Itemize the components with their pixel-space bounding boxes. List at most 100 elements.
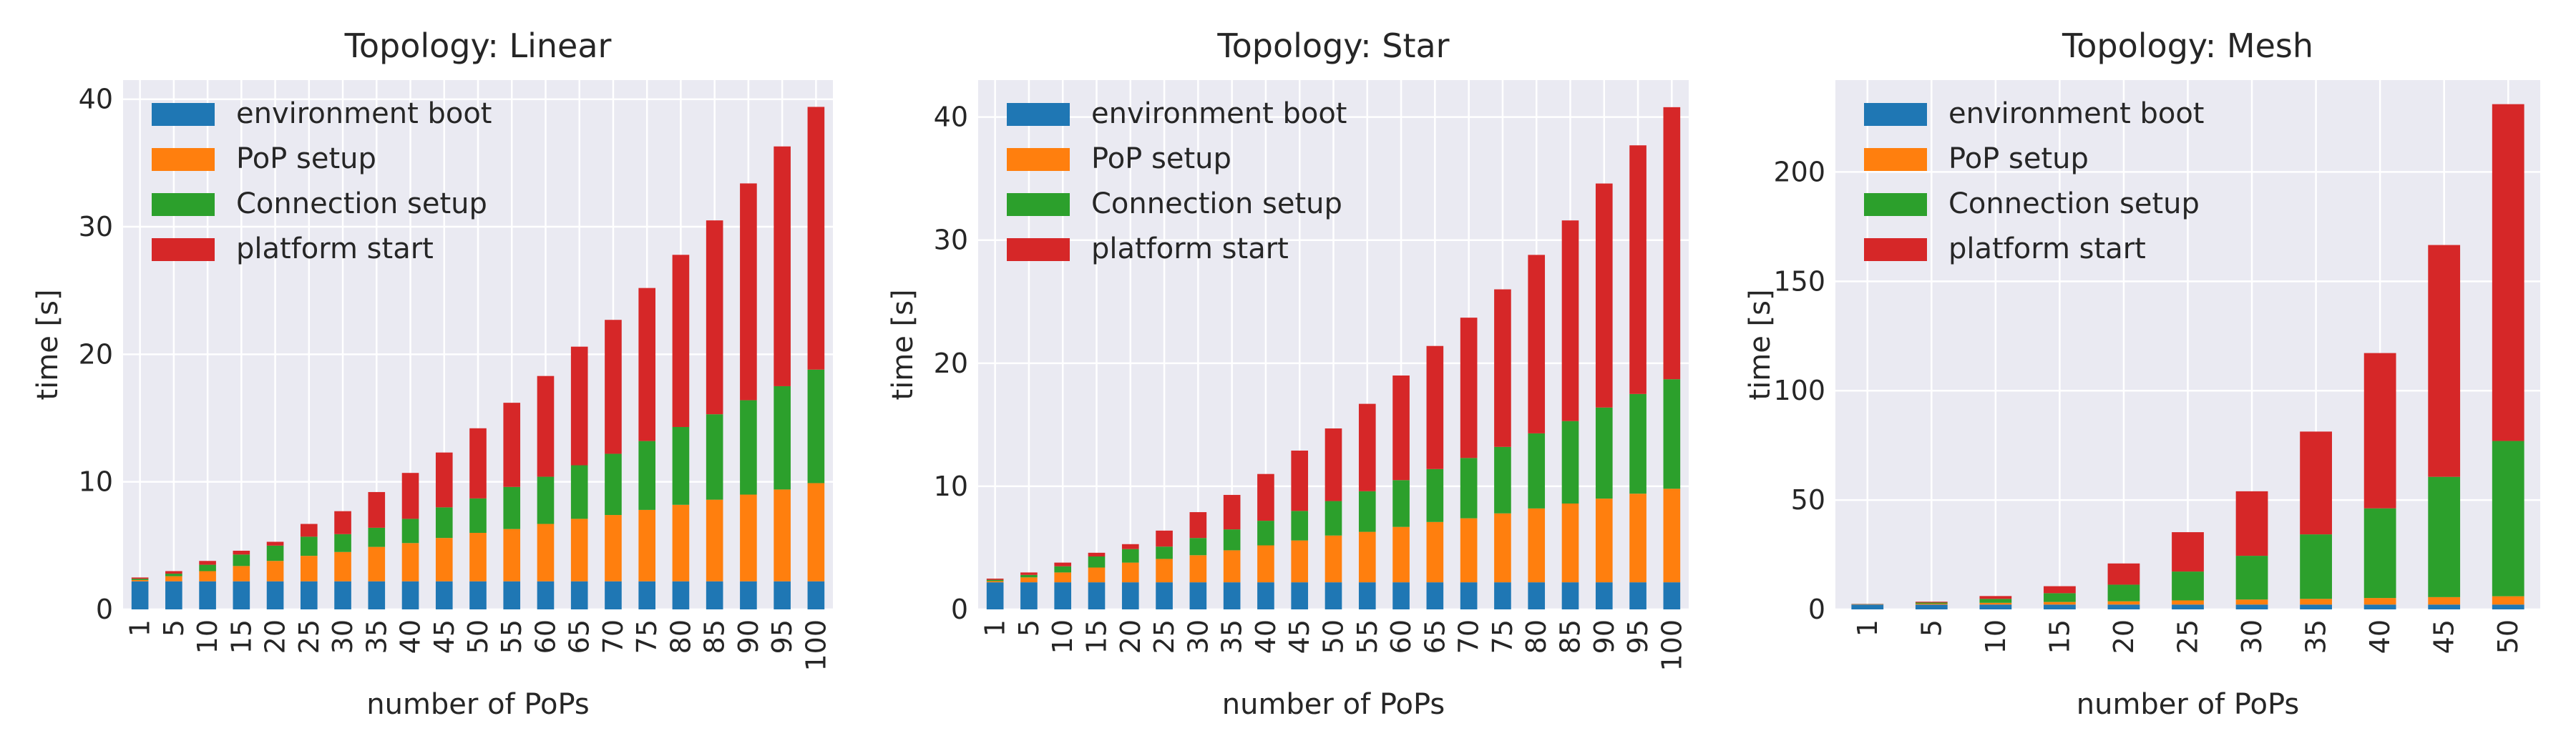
bar-segment (1223, 582, 1241, 609)
legend-swatch (1007, 238, 1070, 261)
bar-segment (1494, 582, 1511, 609)
bar-segment (131, 581, 149, 609)
bar-segment (706, 220, 723, 415)
x-tick-label: 40 (395, 619, 426, 654)
bar-segment (1121, 562, 1139, 583)
bar-segment (199, 581, 216, 609)
y-tick-label: 50 (1791, 484, 1825, 516)
bar-segment (1528, 433, 1546, 509)
x-axis-label: number of PoPs (1222, 688, 1445, 721)
x-tick-label: 1 (980, 619, 1011, 637)
bar-segment (1223, 494, 1241, 530)
x-tick-label: 40 (2364, 619, 2396, 654)
bar-segment (1460, 518, 1478, 583)
bar-segment (986, 582, 1004, 609)
x-axis-label: number of PoPs (2077, 688, 2300, 721)
x-tick-label: 25 (2172, 619, 2204, 654)
y-tick-label: 200 (1773, 156, 1825, 187)
bar-segment (503, 486, 521, 529)
legend-label: platform start (236, 232, 434, 265)
bar-segment (1460, 318, 1478, 458)
bar-segment (1324, 428, 1342, 501)
x-tick-label: 50 (2492, 619, 2524, 654)
bar-segment (1121, 549, 1139, 563)
bar-segment (2235, 491, 2268, 556)
bar-segment (1663, 379, 1681, 489)
bar-segment (1561, 220, 1579, 421)
bar-segment (986, 581, 1004, 583)
bar-segment (807, 369, 825, 484)
legend-swatch (1007, 193, 1070, 216)
bar-segment (368, 527, 386, 547)
bar-segment (266, 581, 284, 609)
bar-segment (2492, 604, 2524, 609)
bar-segment (199, 571, 216, 581)
bar-segment (2363, 604, 2396, 609)
bar-segment (1189, 555, 1207, 583)
bar-segment (301, 524, 318, 537)
bar-segment (1121, 544, 1139, 549)
bar-segment (165, 571, 182, 574)
x-tick-label: 10 (1047, 619, 1078, 654)
bar-segment (1392, 582, 1410, 609)
bar-segment (1291, 540, 1309, 583)
bar-segment (1528, 582, 1546, 609)
x-tick-label: 25 (293, 619, 325, 654)
bar-segment (605, 581, 622, 609)
legend-label: Connection setup (236, 187, 487, 220)
bar-segment (2300, 599, 2332, 605)
legend-label: platform start (1948, 232, 2146, 265)
legend-swatch (1007, 148, 1070, 171)
legend-swatch (1864, 148, 1927, 171)
legend-swatch (1864, 238, 1927, 261)
bar-segment (1020, 572, 1038, 575)
bar-segment (1528, 255, 1546, 433)
bar-segment (199, 561, 216, 565)
bar-segment (2235, 599, 2268, 605)
bar-segment (1189, 538, 1207, 556)
x-tick-label: 90 (733, 619, 764, 654)
bar-segment (131, 577, 149, 579)
legend-label: environment boot (1948, 97, 2204, 130)
bar-segment (2428, 597, 2461, 605)
bar-segment (334, 534, 351, 552)
x-tick-label: 75 (1487, 619, 1518, 654)
bar-segment (1088, 556, 1106, 568)
x-tick-label: 100 (1656, 619, 1687, 672)
bar-segment (1979, 602, 2012, 605)
bar-segment (537, 524, 555, 581)
bar-segment (1426, 521, 1444, 583)
bar-segment (2300, 431, 2332, 535)
bar-segment (503, 529, 521, 581)
bar-segment (570, 346, 588, 466)
bar-segment (1358, 491, 1376, 532)
bar-segment (1189, 512, 1207, 539)
bar-segment (2428, 604, 2461, 609)
y-axis-label: time [s] (887, 289, 919, 400)
bar-segment (301, 556, 318, 581)
bar-segment (1460, 458, 1478, 519)
x-tick-label: 5 (1013, 619, 1045, 637)
x-tick-label: 45 (2429, 619, 2460, 654)
x-tick-label: 95 (1622, 619, 1654, 654)
legend-swatch (1007, 103, 1070, 126)
bar-segment (165, 576, 182, 581)
x-tick-label: 65 (1419, 619, 1450, 654)
x-tick-label: 15 (1081, 619, 1113, 654)
bar-segment (334, 551, 351, 581)
chart-title: Topology: Linear (344, 26, 612, 65)
x-tick-label: 65 (564, 619, 595, 654)
bar-segment (2235, 604, 2268, 609)
bar-segment (1054, 566, 1072, 573)
bar-segment (1392, 526, 1410, 583)
bar-segment (740, 494, 757, 581)
bar-segment (469, 498, 487, 534)
legend-swatch (152, 103, 215, 126)
bar-segment (1156, 530, 1173, 547)
legend-label: PoP setup (1948, 142, 2089, 175)
bar-segment (1392, 376, 1410, 481)
bar-segment (1629, 494, 1646, 583)
x-tick-label: 20 (2108, 619, 2140, 654)
bar-segment (1595, 183, 1613, 408)
